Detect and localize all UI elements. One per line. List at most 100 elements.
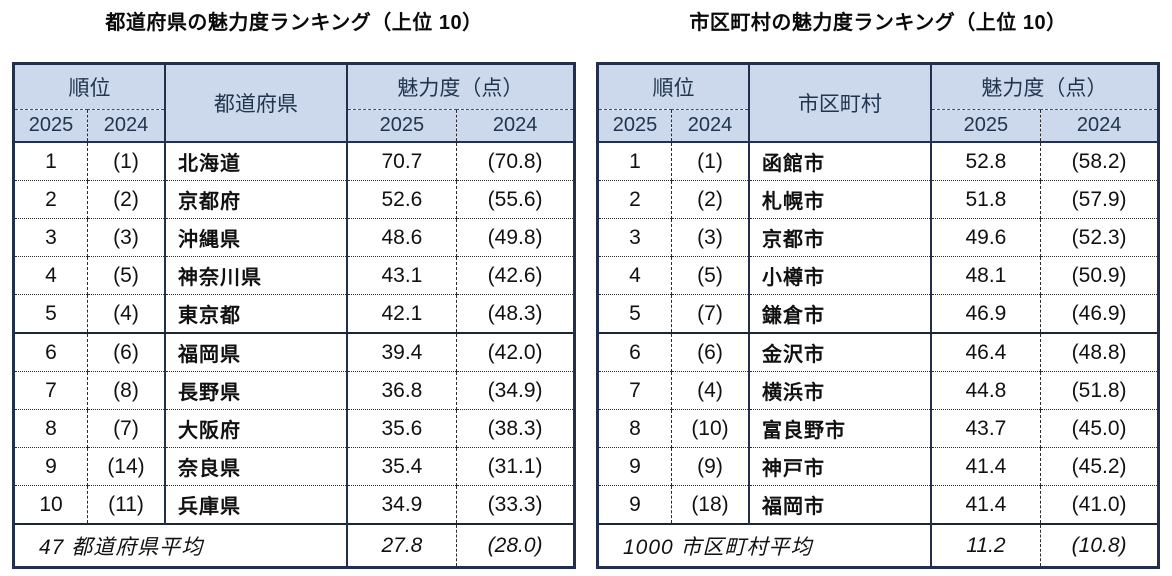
rank-2025-cell: 5 [13, 294, 88, 334]
table-row: 7 (4) 横浜市 44.8 (51.8) [597, 371, 1159, 410]
municipality-ranking-table: 順位 市区町村 魅力度（点） 2025 2024 2025 2024 1 (1) 函… [596, 62, 1160, 569]
average-label-cell: 1000 市区町村平均 [597, 523, 931, 568]
rank-year-2025-header: 2025 [597, 109, 672, 143]
table-row: 4 (5) 小樽市 48.1 (50.9) [597, 256, 1159, 295]
place-name-cell: 札幌市 [747, 180, 931, 219]
score-2025-cell: 39.4 [345, 332, 457, 372]
table-row: 9 (9) 神戸市 41.4 (45.2) [597, 447, 1159, 486]
score-2024-cell: (48.8) [1040, 332, 1159, 372]
score-2025-cell: 35.6 [345, 409, 457, 448]
score-2025-cell: 51.8 [929, 180, 1041, 219]
rank-2025-cell: 9 [13, 447, 88, 486]
score-2025-cell: 41.4 [929, 447, 1041, 486]
rank-2025-cell: 6 [13, 332, 88, 372]
score-2025-cell: 41.4 [929, 485, 1041, 524]
table-footer: 1000 市区町村平均 11.2 (10.8) [597, 523, 1159, 568]
table-row: 9 (18) 福岡市 41.4 (41.0) [597, 485, 1159, 524]
average-score-2025-cell: 11.2 [929, 523, 1041, 568]
municipality-ranking-title: 市区町村の魅力度ランキング（上位 10） [689, 12, 1067, 34]
rank-2025-cell: 8 [597, 409, 672, 448]
rank-2024-cell: (7) [87, 409, 165, 448]
average-score-2024-cell: (10.8) [1040, 523, 1159, 568]
rank-2024-cell: (6) [671, 332, 749, 372]
score-2025-cell: 46.9 [929, 294, 1041, 334]
average-score-2024-cell: (28.0) [456, 523, 575, 568]
rank-2025-cell: 10 [13, 485, 88, 524]
score-2024-cell: (45.2) [1040, 447, 1159, 486]
rank-2024-cell: (4) [671, 371, 749, 410]
score-2024-cell: (42.6) [456, 256, 575, 295]
average-score-2025-cell: 27.8 [345, 523, 457, 568]
place-name-cell: 函館市 [747, 142, 931, 181]
municipality-column-header: 市区町村 [747, 63, 932, 143]
score-2025-cell: 34.9 [345, 485, 457, 524]
place-name-cell: 金沢市 [747, 332, 931, 372]
score-2025-cell: 49.6 [929, 218, 1041, 257]
score-2024-cell: (50.9) [1040, 256, 1159, 295]
score-2024-cell: (45.0) [1040, 409, 1159, 448]
score-2025-cell: 70.7 [345, 142, 457, 181]
table-row: 1 (1) 函館市 52.8 (58.2) [598, 142, 1159, 181]
score-2024-cell: (55.6) [456, 180, 575, 219]
score-2024-cell: (33.3) [456, 485, 575, 524]
score-2025-cell: 46.4 [929, 332, 1041, 372]
score-2025-cell: 48.1 [929, 256, 1041, 295]
rank-2024-cell: (6) [87, 332, 165, 372]
score-2024-cell: (31.1) [456, 447, 575, 486]
rank-2025-cell: 9 [597, 447, 672, 486]
place-name-cell: 横浜市 [747, 371, 931, 410]
rank-2024-cell: (8) [87, 371, 165, 410]
table-row: 1 (1) 北海道 70.7 (70.8) [14, 142, 575, 181]
score-2024-cell: (41.0) [1040, 485, 1159, 524]
rank-2024-cell: (5) [671, 256, 749, 295]
average-label-cell: 47 都道府県平均 [13, 523, 347, 568]
table-row: 10 (11) 兵庫県 34.9 (33.3) [13, 485, 575, 524]
score-2025-cell: 52.8 [929, 142, 1041, 181]
place-name-cell: 京都府 [163, 180, 347, 219]
place-name-cell: 奈良県 [163, 447, 347, 486]
score-2025-cell: 52.6 [345, 180, 457, 219]
table-row: 2 (2) 札幌市 51.8 (57.9) [597, 180, 1159, 219]
rank-2024-cell: (3) [671, 218, 749, 257]
prefecture-ranking-panel: 都道府県の魅力度ランキング（上位 10） 順位 都道府県 魅力度（点） 2025… [12, 4, 576, 569]
rank-2025-cell: 1 [45, 149, 57, 173]
score-2024-cell: (38.3) [456, 409, 575, 448]
table-row: 5 (4) 東京都 42.1 (48.3) [13, 294, 575, 334]
prefecture-ranking-table: 順位 都道府県 魅力度（点） 2025 2024 2025 2024 1 (1) 北… [12, 62, 576, 569]
table-row: 6 (6) 福岡県 39.4 (42.0) [13, 332, 575, 372]
rank-2024-cell: (10) [671, 409, 749, 448]
place-name-cell: 北海道 [163, 142, 347, 181]
rank-2024-cell: (11) [87, 485, 165, 524]
prefecture-column-header: 都道府県 [163, 63, 348, 143]
place-name-cell: 福岡県 [163, 332, 347, 372]
score-2025-cell: 42.1 [345, 294, 457, 334]
table-body: 1 (1) 函館市 52.8 (58.2) 2 (2) 札幌市 51.8 (57.9) 3 (3) 京都… [597, 142, 1159, 524]
place-name-cell: 東京都 [163, 294, 347, 334]
score-header: 魅力度（点） [930, 63, 1159, 110]
rank-2024-cell: (18) [671, 485, 749, 524]
table-row: 7 (8) 長野県 36.8 (34.9) [13, 371, 575, 410]
table-row: 8 (10) 富良野市 43.7 (45.0) [597, 409, 1159, 448]
rank-2024-cell: (14) [87, 447, 165, 486]
municipality-ranking-panel: 市区町村の魅力度ランキング（上位 10） 順位 市区町村 魅力度（点） 2025… [596, 4, 1160, 569]
rank-2025-cell: 9 [597, 485, 672, 524]
score-2024-cell: (34.9) [456, 371, 575, 410]
score-2025-cell: 35.4 [345, 447, 457, 486]
average-row: 47 都道府県平均 27.8 (28.0) [13, 523, 575, 568]
table-row: 2 (2) 京都府 52.6 (55.6) [13, 180, 575, 219]
table-footer: 47 都道府県平均 27.8 (28.0) [13, 523, 575, 568]
score-2025-cell: 44.8 [929, 371, 1041, 410]
rank-2025-cell: 6 [597, 332, 672, 372]
place-name-cell: 長野県 [163, 371, 347, 410]
rank-2024-cell: (2) [671, 180, 749, 219]
score-year-2025-header: 2025 [930, 109, 1041, 143]
table-row: 8 (7) 大阪府 35.6 (38.3) [13, 409, 575, 448]
place-name-cell: 福岡市 [747, 485, 931, 524]
rank-2024-cell: (5) [87, 256, 165, 295]
score-2025-cell: 43.1 [345, 256, 457, 295]
score-year-2024-header: 2024 [1040, 109, 1159, 143]
place-name-cell: 富良野市 [747, 409, 931, 448]
table-row: 5 (7) 鎌倉市 46.9 (46.9) [597, 294, 1159, 334]
score-2024-cell: (42.0) [456, 332, 575, 372]
score-2024-cell: (52.3) [1040, 218, 1159, 257]
